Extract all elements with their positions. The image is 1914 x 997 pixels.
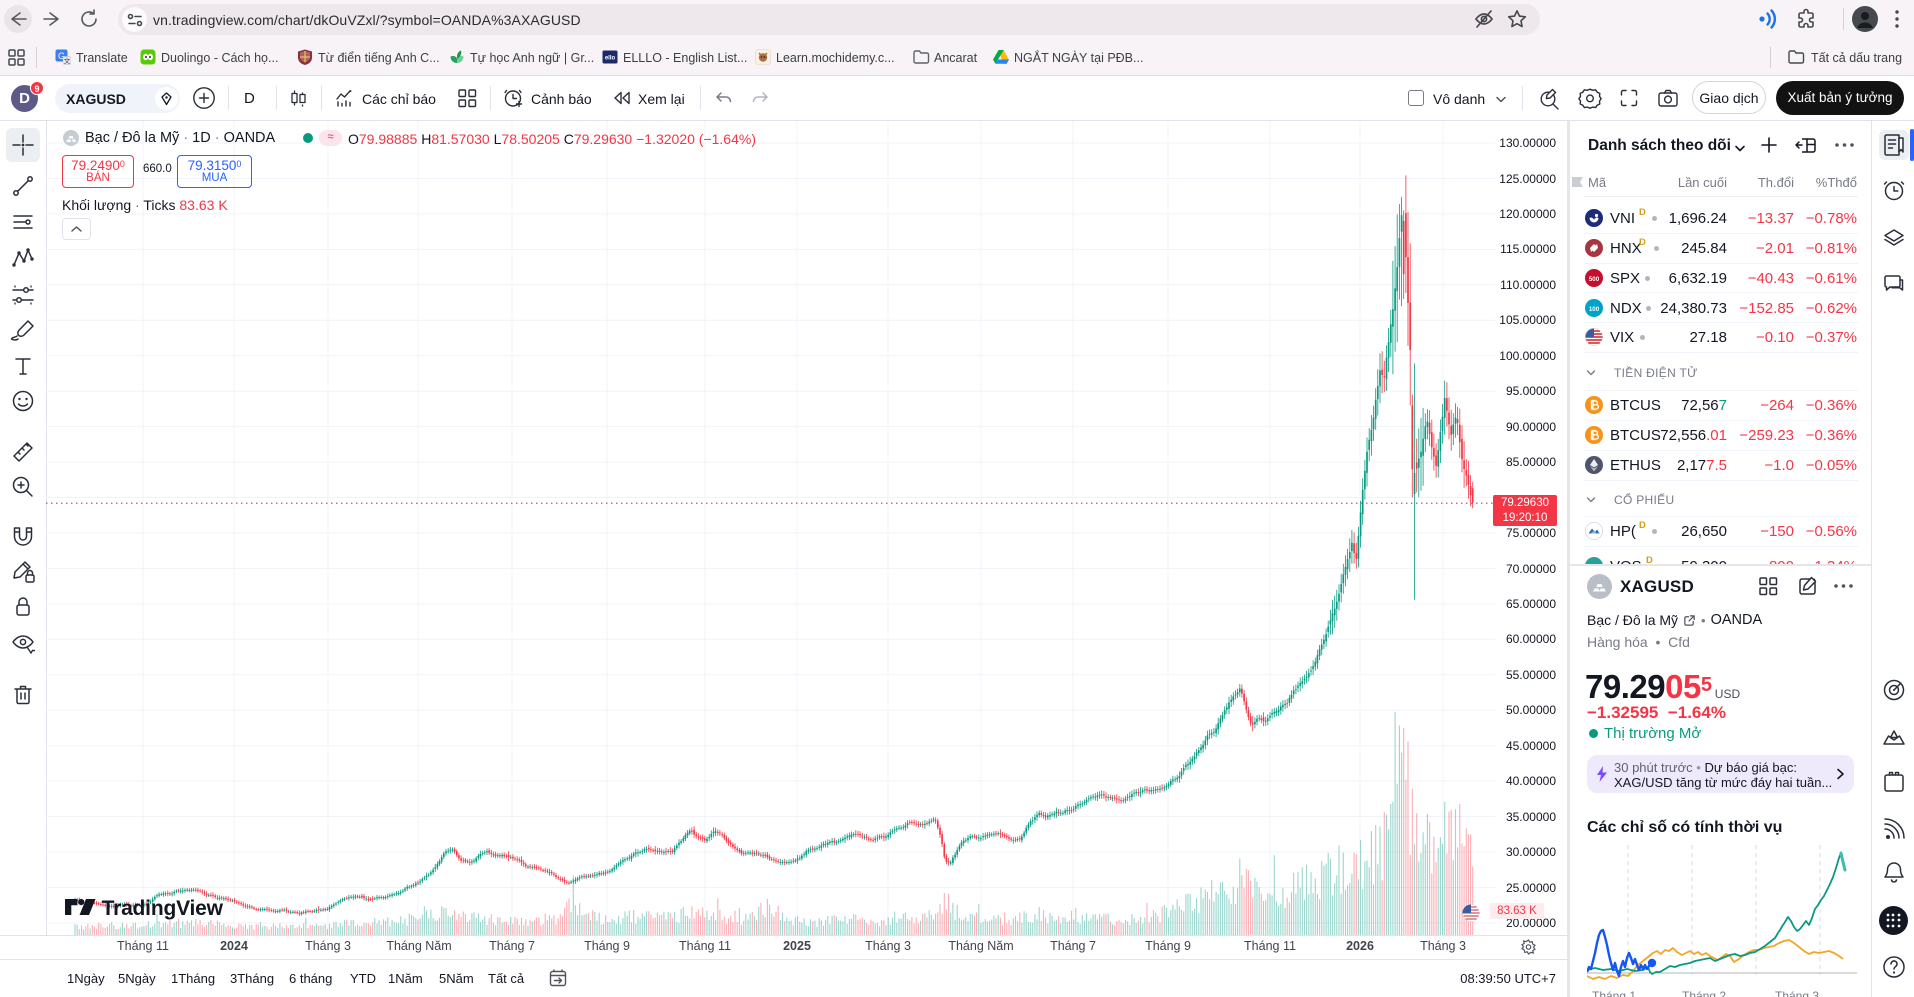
svg-text:500: 500 [1589,276,1600,283]
svg-text:ello: ello [605,56,616,62]
svg-text:G: G [58,51,65,61]
svg-text:100: 100 [1589,306,1600,313]
svg-text:文: 文 [64,56,71,65]
